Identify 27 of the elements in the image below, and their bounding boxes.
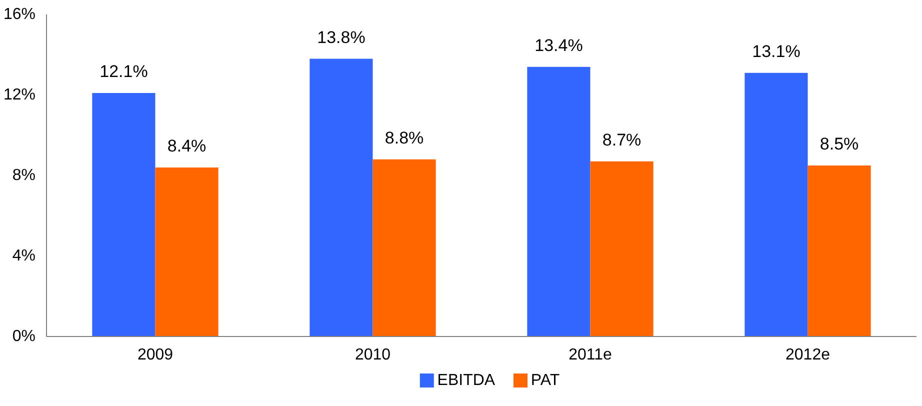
y-tick-label: 0%	[12, 328, 36, 345]
bar	[372, 159, 436, 336]
y-tick-label: 16%	[3, 6, 36, 23]
x-tick-label: 2010	[354, 346, 391, 364]
bar	[310, 58, 373, 336]
bar	[808, 165, 871, 336]
x-tick-label: 2011e	[568, 346, 612, 364]
data-label: 8.8%	[384, 128, 424, 148]
bar	[527, 66, 590, 336]
data-label: 8.4%	[167, 136, 206, 156]
data-label: 8.7%	[602, 130, 642, 150]
data-label: 8.5%	[820, 134, 859, 154]
bar	[92, 92, 156, 336]
x-tick-label: 2009	[137, 346, 174, 364]
legend-label: PAT	[530, 372, 560, 389]
bar	[590, 161, 654, 336]
data-label: 13.1%	[752, 42, 800, 61]
data-label: 12.1%	[100, 62, 148, 81]
x-tick-label: 2012e	[786, 346, 830, 364]
y-tick-label: 12%	[3, 86, 36, 104]
data-label: 13.8%	[317, 28, 366, 47]
y-tick-label: 8%	[12, 167, 36, 184]
y-tick-label: 4%	[12, 248, 36, 264]
bar	[155, 167, 218, 336]
bar	[744, 72, 808, 336]
data-label: 13.4%	[534, 36, 583, 55]
legend-label: EBITDA	[437, 372, 496, 389]
